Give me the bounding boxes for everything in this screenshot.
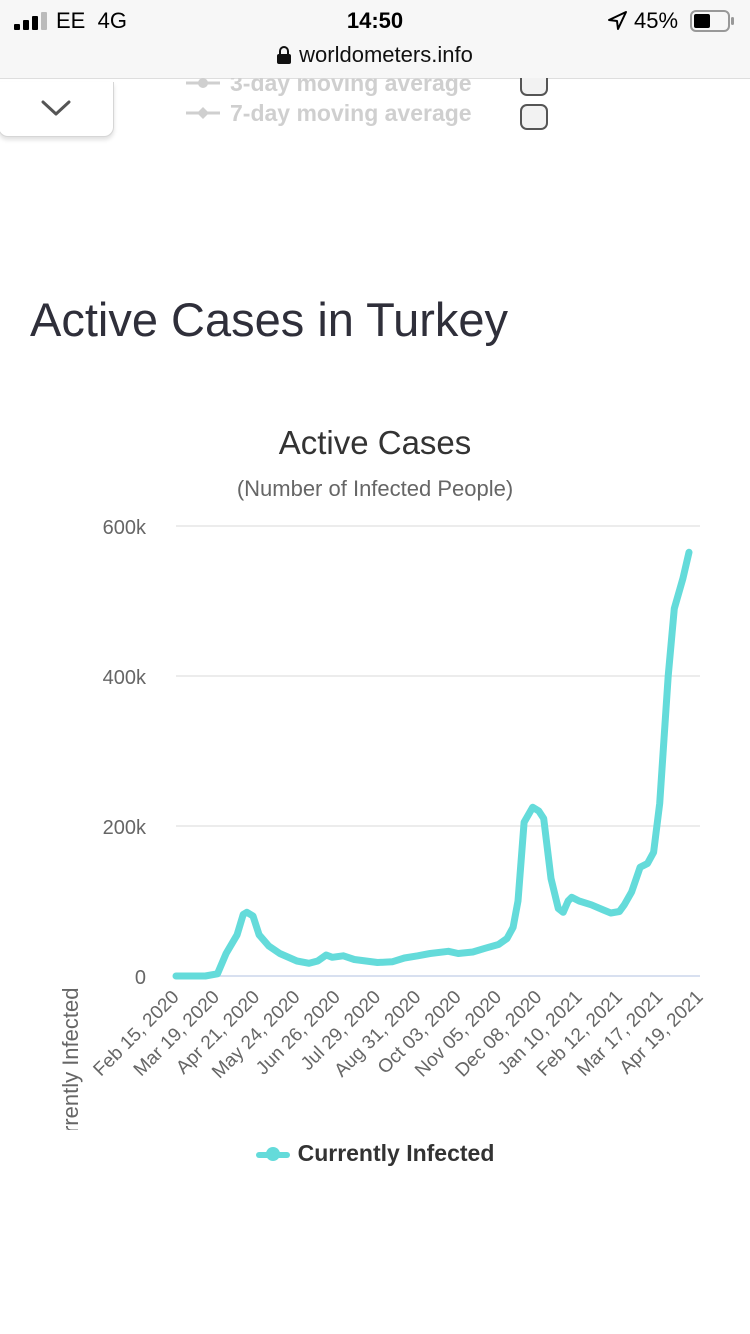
collapse-toggle-button[interactable] (0, 82, 114, 137)
y-tick-label: 200k (103, 817, 147, 839)
carrier-name: EE (56, 8, 86, 33)
toggle-3day-checkbox[interactable] (520, 78, 548, 96)
clock: 14:50 (346, 8, 404, 33)
legend-diamond-marker-icon (186, 107, 220, 119)
grid-lines (176, 525, 700, 977)
legend-series-marker-icon (255, 1146, 290, 1162)
chart-legend[interactable]: Currently Infected (0, 1140, 750, 1167)
active-cases-chart: Active Cases (Number of Infected People)… (0, 410, 750, 1210)
legend-item-3day-label: 3-day moving average (230, 78, 472, 96)
legend-line-marker-icon (186, 78, 220, 88)
legend-series-label: Currently Infected (297, 1140, 495, 1166)
network-type: 4G (97, 8, 127, 33)
signal-strength-icon (14, 12, 47, 30)
section-title: Active Cases in Turkey (30, 293, 509, 346)
legend-item-7day-label: 7-day moving average (230, 100, 472, 126)
y-axis-ticks: 0 200k 400k 600k (103, 517, 147, 989)
location-arrow-icon (608, 11, 627, 30)
battery-percentage: 45% (634, 8, 679, 33)
y-tick-label: 400k (103, 667, 147, 689)
url-text: worldometers.info (299, 42, 473, 67)
chart-subtitle: (Number of Infected People) (236, 476, 514, 501)
battery-icon (690, 10, 734, 32)
series-line-currently-infected[interactable] (172, 548, 693, 980)
y-tick-label: 0 (135, 967, 146, 989)
chevron-down-icon (41, 100, 71, 116)
series-layer (172, 548, 693, 980)
toggle-7day-checkbox[interactable] (520, 104, 548, 130)
lock-icon (277, 46, 292, 64)
y-axis-title: Total Coronavirus Currently Infected (58, 988, 83, 1130)
y-tick-label: 600k (103, 517, 147, 539)
carrier-label: EE 4G (56, 8, 127, 34)
status-bar: EE 4G 14:50 45% worldometers.info (0, 0, 750, 79)
url-bar[interactable]: worldometers.info (0, 42, 750, 68)
chart-title: Active Cases (278, 424, 472, 461)
previous-chart-legend: 3-day moving average 7-day moving averag… (186, 78, 556, 134)
